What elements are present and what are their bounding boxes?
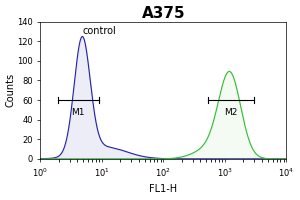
X-axis label: FL1-H: FL1-H [149,184,177,194]
Title: A375: A375 [142,6,185,21]
Text: control: control [82,26,116,36]
Text: M2: M2 [224,108,238,117]
Text: M1: M1 [71,108,85,117]
Y-axis label: Counts: Counts [6,73,16,107]
